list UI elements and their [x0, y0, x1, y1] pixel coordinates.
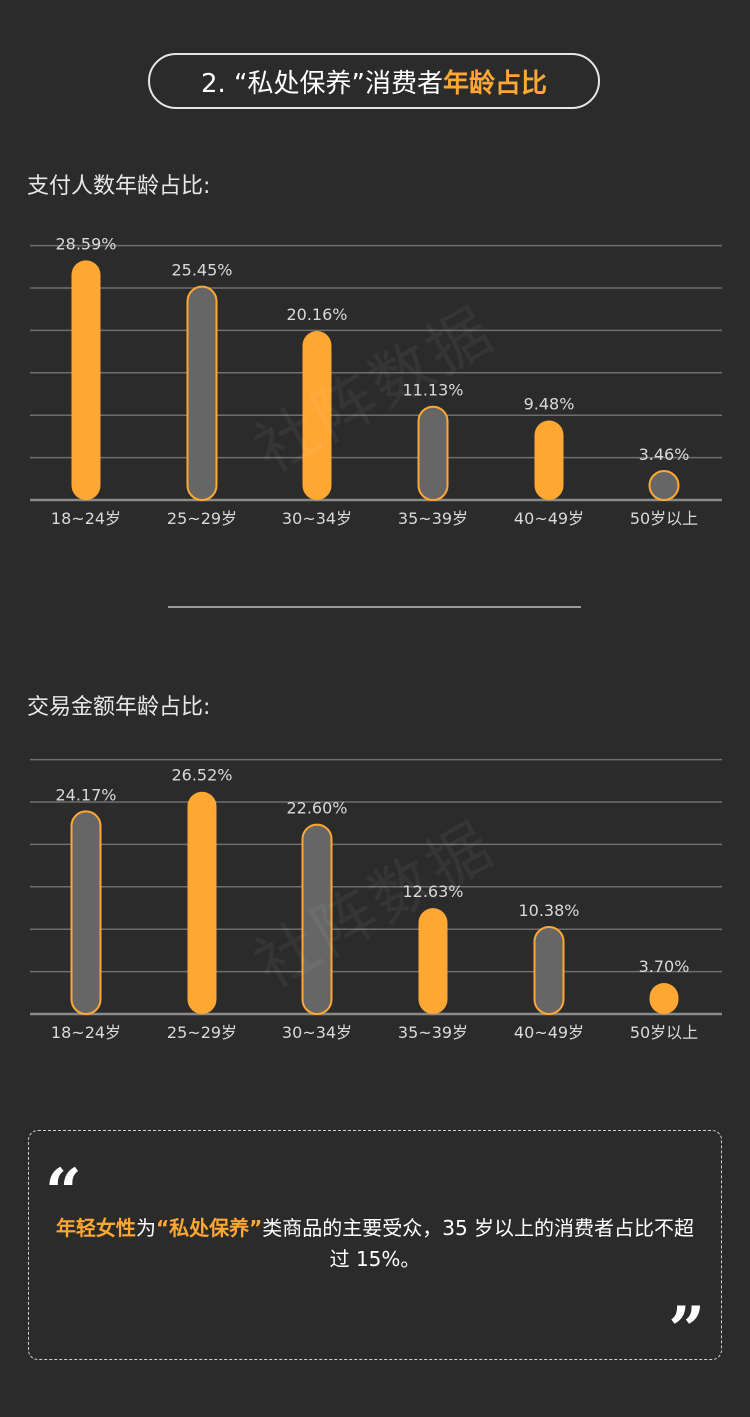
- bar-30~34岁: [302, 331, 332, 500]
- bar-18~24岁: [70, 810, 102, 1015]
- summary-box: “ 年轻女性为“私处保养”类商品的主要受众，35 岁以上的消费者占比不超过 15…: [28, 1130, 722, 1368]
- category-label: 25~29岁: [167, 509, 237, 528]
- bar-35~39岁: [417, 405, 449, 501]
- category-label: 50岁以上: [630, 1023, 698, 1042]
- title-prefix: 2. “私处保养”消费者: [200, 68, 443, 99]
- category-label: 50岁以上: [630, 509, 698, 528]
- chart-amount-by-age: 24.17% 18~24岁 26.52% 25~29岁 22.60% 30~34岁 12.6…: [0, 744, 750, 1044]
- summary-text-1: 为: [135, 1216, 156, 1240]
- open-quote-icon: “: [45, 1155, 82, 1230]
- bar-30~34岁: [301, 823, 333, 1015]
- category-label: 18~24岁: [51, 1023, 121, 1042]
- bar-40~49岁: [534, 420, 564, 500]
- bar-35~39岁: [418, 908, 448, 1014]
- bar-50岁以上: [648, 469, 680, 501]
- chart-svg: 28.59% 18~24岁 25.45% 25~29岁 20.16% 30~34岁 11.1…: [30, 234, 722, 528]
- chart-payers-by-age: 28.59% 18~24岁 25.45% 25~29岁 20.16% 30~34岁 11.1…: [0, 230, 750, 530]
- value-label: 25.45%: [171, 261, 232, 280]
- summary-text-2: 类商品的主要受众，35 岁以上的消费者占比不超过 15%。: [262, 1216, 695, 1271]
- value-label: 10.38%: [518, 901, 579, 920]
- bar-18~24岁: [71, 260, 101, 500]
- bar-40~49岁: [533, 925, 565, 1015]
- summary-highlight-1: 年轻女性: [55, 1216, 136, 1240]
- value-label: 3.46%: [639, 445, 690, 464]
- chart2-title: 交易金额年龄占比:: [27, 695, 211, 720]
- section-title: 2. “私处保养”消费者 年龄占比: [148, 53, 600, 109]
- category-label: 40~49岁: [514, 509, 584, 528]
- value-label: 28.59%: [55, 234, 116, 253]
- category-label: 35~39岁: [398, 1023, 468, 1042]
- category-label: 30~34岁: [282, 1023, 352, 1042]
- value-label: 9.48%: [524, 395, 575, 414]
- close-quote-icon: ”: [668, 1293, 705, 1368]
- chart1-title: 支付人数年龄占比:: [27, 174, 211, 199]
- category-label: 40~49岁: [514, 1023, 584, 1042]
- category-label: 25~29岁: [167, 1023, 237, 1042]
- divider: [168, 606, 581, 608]
- bar-50岁以上: [649, 982, 679, 1014]
- chart-svg: 24.17% 18~24岁 26.52% 25~29岁 22.60% 30~34岁 12.6…: [30, 758, 722, 1042]
- category-label: 18~24岁: [51, 509, 121, 528]
- category-label: 30~34岁: [282, 509, 352, 528]
- title-highlight: 年龄占比: [443, 68, 548, 99]
- summary-highlight-2: “私处保养”: [155, 1216, 263, 1240]
- value-label: 22.60%: [286, 799, 347, 818]
- value-label: 12.63%: [402, 882, 463, 901]
- value-label: 3.70%: [639, 957, 690, 976]
- bar-25~29岁: [187, 791, 217, 1014]
- value-label: 26.52%: [171, 766, 232, 785]
- value-label: 20.16%: [286, 305, 347, 324]
- value-label: 11.13%: [402, 381, 463, 400]
- category-label: 35~39岁: [398, 509, 468, 528]
- value-label: 24.17%: [55, 785, 116, 804]
- bar-25~29岁: [186, 285, 218, 501]
- summary-text: 年轻女性为“私处保养”类商品的主要受众，35 岁以上的消费者占比不超过 15%。: [47, 1213, 703, 1275]
